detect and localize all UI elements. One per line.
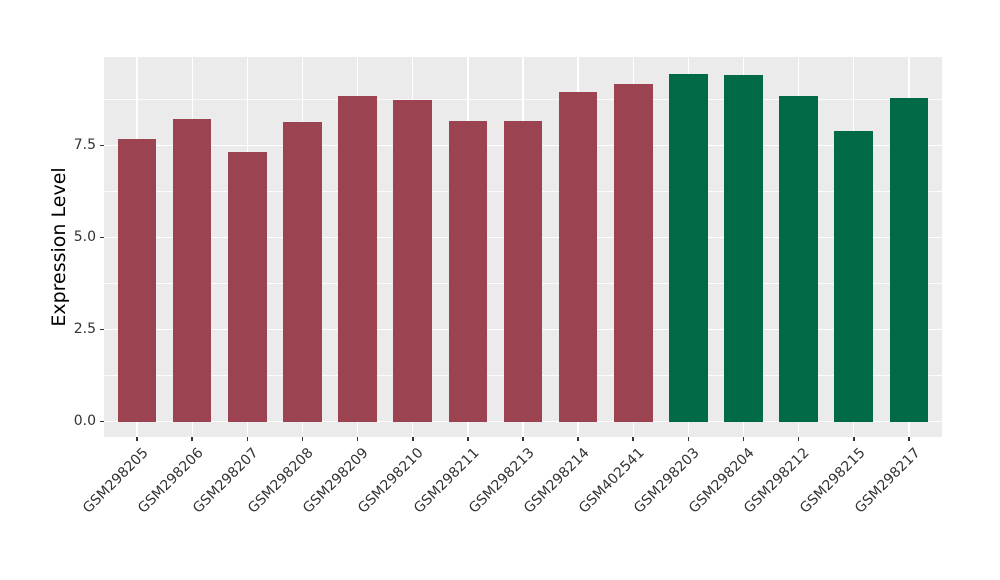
bar-GSM298203: [669, 73, 708, 422]
y-axis-title-text: Expression Level: [48, 167, 70, 327]
bar-GSM298210: [393, 99, 433, 422]
x-tick-mark: [577, 437, 579, 441]
x-tick-mark: [687, 437, 690, 441]
bar-GSM298212: [779, 95, 818, 422]
x-tick-mark: [522, 437, 524, 441]
x-tick-mark: [632, 437, 635, 441]
y-tick-label: 7.5: [73, 136, 96, 153]
x-tick-mark: [246, 437, 249, 441]
y-tick-label: 5.0: [73, 228, 96, 245]
x-tick-mark: [467, 437, 469, 441]
x-tick-mark: [136, 437, 138, 441]
x-tick-mark: [852, 437, 855, 441]
bar-GSM298214: [558, 91, 598, 422]
bar-GSM298211: [448, 120, 488, 422]
bar-GSM298205: [117, 138, 157, 422]
y-tick-mark: [100, 236, 104, 239]
bar-GSM298208: [283, 121, 322, 422]
x-tick-mark: [301, 437, 304, 441]
x-tick-mark: [356, 437, 359, 441]
bar-GSM298206: [172, 119, 212, 422]
x-tick-mark: [742, 437, 745, 441]
bar-GSM298209: [338, 95, 377, 422]
bar-GSM298204: [724, 74, 763, 422]
bar-GSM402541: [613, 83, 653, 422]
y-tick-mark: [100, 420, 104, 423]
x-tick-mark: [908, 437, 910, 441]
bar-GSM298213: [503, 120, 543, 422]
x-tick-mark: [191, 437, 193, 441]
plot-panel: [104, 57, 942, 437]
x-tick-mark: [797, 437, 800, 441]
bar-GSM298215: [834, 131, 874, 422]
x-tick-mark: [411, 437, 414, 441]
y-tick-mark: [100, 328, 104, 331]
bar-GSM298217: [889, 97, 929, 422]
y-tick-label: 2.5: [73, 320, 96, 337]
bar-GSM298207: [228, 152, 267, 422]
y-tick-label: 0.0: [73, 413, 96, 430]
y-tick-mark: [100, 144, 104, 147]
